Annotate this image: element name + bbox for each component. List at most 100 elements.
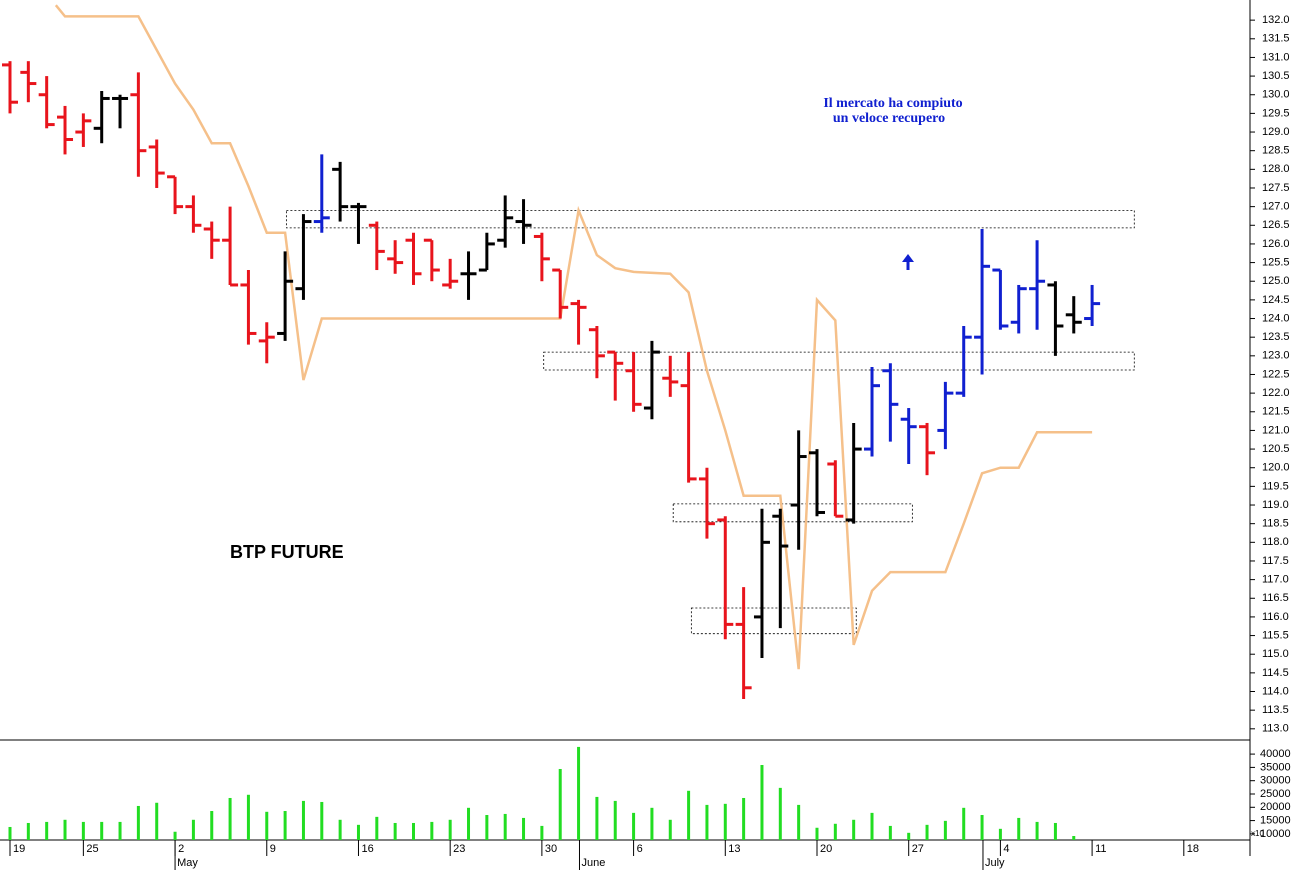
volume-bar	[943, 820, 947, 840]
y-tick-label: 129.0	[1262, 126, 1290, 138]
annotation: Il mercato ha compiuto	[823, 96, 962, 111]
volume-bar	[888, 825, 892, 840]
x-tick-label: 13	[728, 843, 740, 855]
volume-bar	[45, 821, 49, 840]
y-tick-label: 131.0	[1262, 51, 1290, 63]
volume-bar	[430, 821, 434, 840]
volume-bar	[797, 804, 801, 840]
y-tick-label: 117.5	[1262, 555, 1289, 567]
x-tick-label: 11	[1095, 843, 1106, 855]
x-tick-label: 23	[453, 843, 465, 855]
y-tick-label: 127.0	[1262, 201, 1290, 213]
y-tick-label: 113.5	[1262, 704, 1289, 716]
volume-bar	[815, 827, 819, 840]
volume-bar	[723, 803, 727, 840]
y-tick-label: 120.0	[1262, 462, 1290, 474]
x-tick-label: 27	[912, 843, 924, 855]
y-tick-label: 128.0	[1262, 163, 1290, 175]
volume-bar	[283, 811, 287, 840]
y-tick-label: 118.0	[1262, 536, 1289, 548]
volume-bar	[1035, 821, 1039, 840]
volume-bar	[411, 822, 415, 840]
volume-bar	[375, 816, 379, 840]
y-tick-label: 113.0	[1262, 723, 1289, 735]
y-tick-label: 128.5	[1262, 145, 1290, 157]
volume-tick-label: 15000	[1260, 814, 1291, 826]
arrow	[902, 254, 914, 270]
x-tick-label: 19	[13, 843, 25, 855]
volume-bar	[962, 807, 966, 840]
y-tick-label: 118.5	[1262, 518, 1289, 530]
y-tick-label: 121.0	[1262, 424, 1290, 436]
volume-bar	[210, 811, 214, 840]
y-tick-label: 122.5	[1262, 368, 1290, 380]
volume-bar	[118, 821, 122, 840]
volume-bar	[852, 819, 856, 840]
volume-bar	[100, 821, 104, 840]
y-tick-label: 131.5	[1262, 33, 1290, 45]
volume-bar	[668, 819, 672, 840]
volume-tick-label: 40000	[1260, 748, 1291, 760]
volume-bar	[228, 797, 232, 840]
volume-bar	[503, 813, 507, 840]
y-tick-label: 115.5	[1262, 629, 1289, 641]
y-tick-label: 127.5	[1262, 182, 1290, 194]
volume-bar	[155, 802, 159, 840]
month-label: May	[177, 857, 198, 869]
volume-bar	[907, 832, 911, 840]
volume-bar	[540, 825, 544, 840]
y-tick-label: 119.0	[1262, 499, 1289, 511]
volume-bar	[448, 819, 452, 840]
volume-unit: x10	[1251, 829, 1264, 838]
volume-bar	[301, 800, 305, 840]
volume-tick-label: 25000	[1260, 788, 1291, 800]
indicator-line	[54, 4, 1093, 670]
volume-bar	[613, 800, 617, 840]
x-tick-label: 9	[270, 843, 276, 855]
volume-bar	[522, 817, 526, 840]
volume-bar	[577, 746, 581, 840]
volume-bar	[870, 812, 874, 840]
volume-tick-label: 20000	[1260, 801, 1291, 813]
volume-bar	[558, 768, 562, 840]
x-tick-label: 20	[820, 843, 832, 855]
y-tick-label: 121.5	[1262, 406, 1290, 418]
y-tick-label: 126.5	[1262, 219, 1290, 231]
x-tick-label: 6	[637, 843, 643, 855]
volume-bar	[998, 828, 1002, 840]
volume-bar	[595, 796, 599, 840]
volume-tick-label: 35000	[1260, 761, 1291, 773]
volume-bar	[650, 807, 654, 840]
y-tick-label: 115.0	[1262, 648, 1289, 660]
volume-bar	[320, 801, 324, 840]
y-tick-label: 129.5	[1262, 107, 1290, 119]
y-tick-label: 114.0	[1262, 685, 1289, 697]
y-tick-label: 126.0	[1262, 238, 1290, 250]
volume-bar	[1072, 836, 1076, 840]
month-label: June	[581, 857, 605, 869]
annotation: un veloce recupero	[833, 111, 945, 126]
volume-bar	[81, 821, 85, 840]
zone	[285, 209, 1135, 229]
volume-bar	[833, 823, 837, 840]
month-label: July	[985, 857, 1005, 869]
y-tick-label: 123.5	[1262, 331, 1290, 343]
y-tick-label: 130.0	[1262, 89, 1290, 101]
y-tick-label: 123.0	[1262, 350, 1290, 362]
volume-bar	[356, 824, 360, 840]
x-tick-label: 18	[1187, 843, 1199, 855]
volume-tick-label: 10000	[1260, 828, 1291, 840]
y-tick-label: 114.5	[1262, 667, 1289, 679]
zone	[672, 503, 913, 523]
volume-bar	[742, 797, 746, 840]
volume-bar	[393, 822, 397, 840]
volume-bar	[778, 787, 782, 840]
x-tick-label: 25	[86, 843, 98, 855]
x-tick-label: 4	[1003, 843, 1009, 855]
volume-bar	[173, 831, 177, 840]
volume-bar	[26, 822, 30, 840]
y-tick-label: 116.0	[1262, 611, 1289, 623]
volume-bar	[705, 804, 709, 840]
volume-bar	[687, 790, 691, 840]
